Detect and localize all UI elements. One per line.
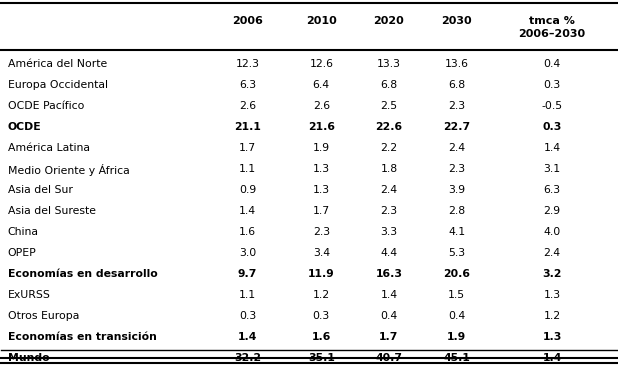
- Text: 1.7: 1.7: [379, 332, 399, 342]
- Text: 1.2: 1.2: [313, 290, 330, 300]
- Text: tmca %
2006–2030: tmca % 2006–2030: [519, 16, 586, 39]
- Text: 1.4: 1.4: [381, 290, 397, 300]
- Text: Asia del Sur: Asia del Sur: [7, 185, 72, 195]
- Text: 22.7: 22.7: [443, 122, 470, 132]
- Text: 1.3: 1.3: [543, 290, 561, 300]
- Text: 22.6: 22.6: [375, 122, 402, 132]
- Text: 1.3: 1.3: [313, 164, 330, 174]
- Text: 1.1: 1.1: [239, 290, 256, 300]
- Text: Mundo: Mundo: [7, 353, 49, 363]
- Text: 12.6: 12.6: [309, 59, 333, 68]
- Text: 1.7: 1.7: [313, 206, 330, 216]
- Text: 3.0: 3.0: [239, 248, 256, 258]
- Text: 1.3: 1.3: [543, 332, 562, 342]
- Text: 2.4: 2.4: [543, 248, 561, 258]
- Text: 3.2: 3.2: [542, 269, 562, 279]
- Text: China: China: [7, 227, 38, 237]
- Text: 2.4: 2.4: [448, 143, 465, 153]
- Text: 2020: 2020: [374, 16, 404, 26]
- Text: 4.1: 4.1: [448, 227, 465, 237]
- Text: OPEP: OPEP: [7, 248, 36, 258]
- Text: Asia del Sureste: Asia del Sureste: [7, 206, 96, 216]
- Text: 2.6: 2.6: [239, 101, 256, 111]
- Text: 6.4: 6.4: [313, 80, 330, 90]
- Text: 3.9: 3.9: [448, 185, 465, 195]
- Text: América Latina: América Latina: [7, 143, 90, 153]
- Text: 2.3: 2.3: [448, 164, 465, 174]
- Text: 1.4: 1.4: [238, 332, 257, 342]
- Text: 21.1: 21.1: [234, 122, 261, 132]
- Text: 2.5: 2.5: [381, 101, 397, 111]
- Text: 2.4: 2.4: [381, 185, 397, 195]
- Text: 1.4: 1.4: [543, 353, 562, 363]
- Text: OCDE Pacífico: OCDE Pacífico: [7, 101, 84, 111]
- Text: 1.8: 1.8: [381, 164, 397, 174]
- Text: 6.8: 6.8: [448, 80, 465, 90]
- Text: 1.6: 1.6: [311, 332, 331, 342]
- Text: 0.4: 0.4: [543, 59, 561, 68]
- Text: 0.3: 0.3: [543, 80, 561, 90]
- Text: Economías en transición: Economías en transición: [7, 332, 156, 342]
- Text: 3.4: 3.4: [313, 248, 330, 258]
- Text: 40.7: 40.7: [376, 353, 402, 363]
- Text: 1.3: 1.3: [313, 185, 330, 195]
- Text: América del Norte: América del Norte: [7, 59, 107, 68]
- Text: -0.5: -0.5: [541, 101, 562, 111]
- Text: 16.3: 16.3: [376, 269, 402, 279]
- Text: Economías en desarrollo: Economías en desarrollo: [7, 269, 158, 279]
- Text: 0.3: 0.3: [239, 311, 256, 321]
- Text: 1.9: 1.9: [313, 143, 330, 153]
- Text: 0.3: 0.3: [313, 311, 330, 321]
- Text: 2.8: 2.8: [448, 206, 465, 216]
- Text: 6.3: 6.3: [543, 185, 561, 195]
- Text: 1.4: 1.4: [543, 143, 561, 153]
- Text: 1.6: 1.6: [239, 227, 256, 237]
- Text: 45.1: 45.1: [443, 353, 470, 363]
- Text: 1.2: 1.2: [543, 311, 561, 321]
- Text: 9.7: 9.7: [238, 269, 257, 279]
- Text: 20.6: 20.6: [443, 269, 470, 279]
- Text: 2.3: 2.3: [313, 227, 330, 237]
- Text: 35.1: 35.1: [308, 353, 335, 363]
- Text: 0.4: 0.4: [448, 311, 465, 321]
- Text: 3.3: 3.3: [381, 227, 397, 237]
- Text: 4.4: 4.4: [381, 248, 397, 258]
- Text: 2.3: 2.3: [448, 101, 465, 111]
- Text: 32.2: 32.2: [234, 353, 261, 363]
- Text: 13.6: 13.6: [445, 59, 468, 68]
- Text: 2.2: 2.2: [381, 143, 397, 153]
- Text: 1.4: 1.4: [239, 206, 256, 216]
- Text: 21.6: 21.6: [308, 122, 335, 132]
- Text: 11.9: 11.9: [308, 269, 335, 279]
- Text: 0.4: 0.4: [380, 311, 397, 321]
- Text: 0.9: 0.9: [239, 185, 256, 195]
- Text: 2.3: 2.3: [381, 206, 397, 216]
- Text: 5.3: 5.3: [448, 248, 465, 258]
- Text: 2030: 2030: [441, 16, 472, 26]
- Text: Otros Europa: Otros Europa: [7, 311, 79, 321]
- Text: 4.0: 4.0: [543, 227, 561, 237]
- Text: ExURSS: ExURSS: [7, 290, 51, 300]
- Text: 1.7: 1.7: [239, 143, 256, 153]
- Text: Medio Oriente y África: Medio Oriente y África: [7, 164, 129, 176]
- Text: 3.1: 3.1: [543, 164, 561, 174]
- Text: 1.9: 1.9: [447, 332, 466, 342]
- Text: 1.1: 1.1: [239, 164, 256, 174]
- Text: 2010: 2010: [306, 16, 337, 26]
- Text: 0.3: 0.3: [543, 122, 562, 132]
- Text: 6.8: 6.8: [381, 80, 397, 90]
- Text: 6.3: 6.3: [239, 80, 256, 90]
- Text: 2006: 2006: [232, 16, 263, 26]
- Text: 2.6: 2.6: [313, 101, 330, 111]
- Text: OCDE: OCDE: [7, 122, 41, 132]
- Text: 2.9: 2.9: [543, 206, 561, 216]
- Text: Europa Occidental: Europa Occidental: [7, 80, 108, 90]
- Text: 1.5: 1.5: [448, 290, 465, 300]
- Text: 12.3: 12.3: [235, 59, 260, 68]
- Text: 13.3: 13.3: [377, 59, 401, 68]
